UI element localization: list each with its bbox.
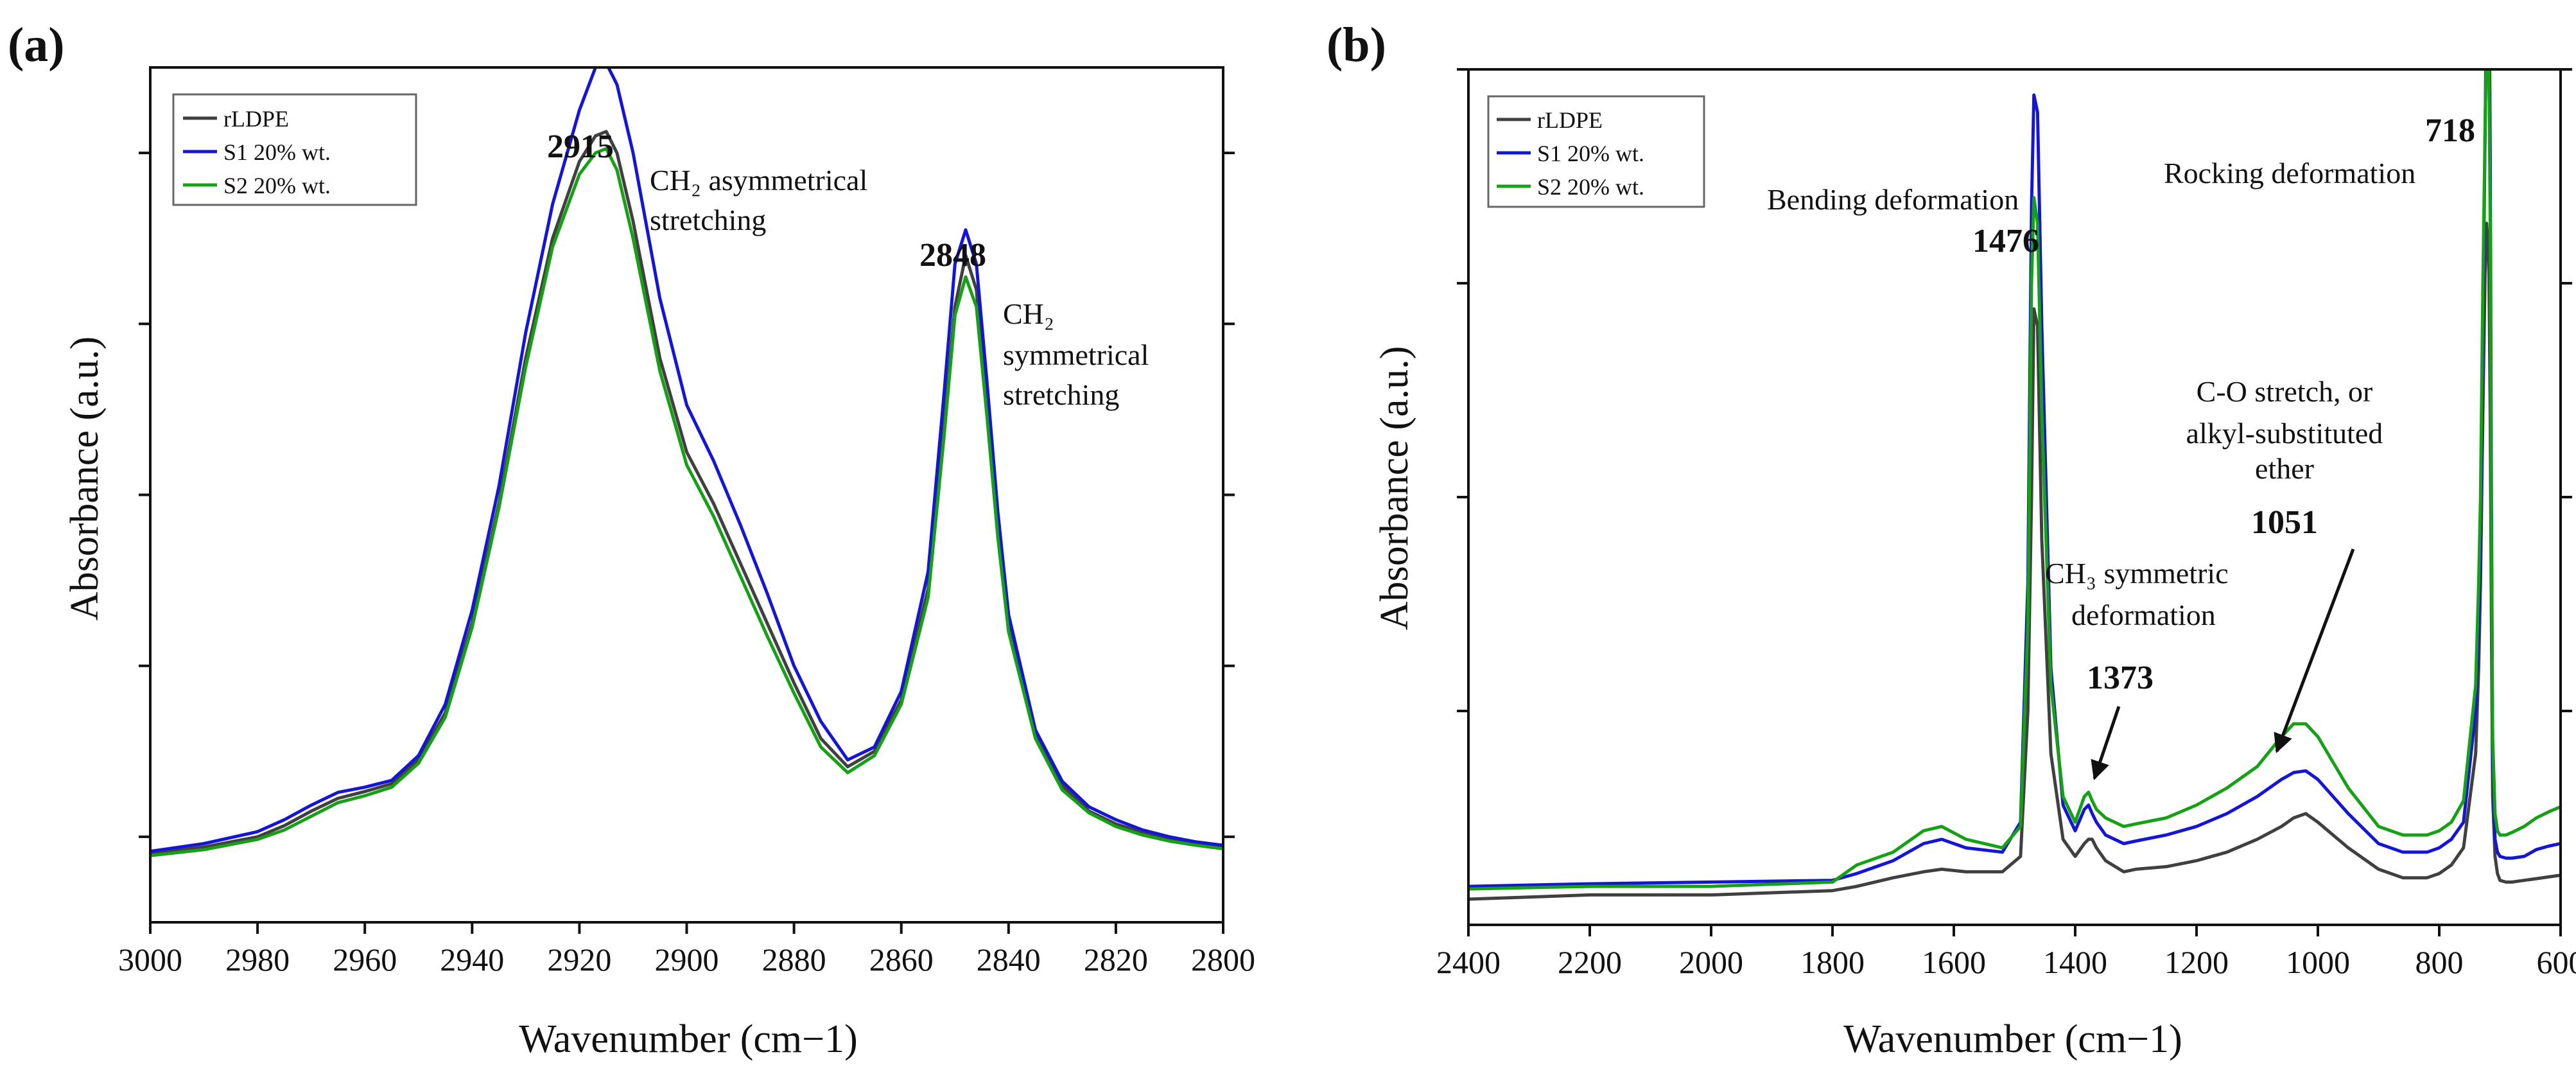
panel-a-series [150,67,1223,857]
panel-a-legend-label-s2: S2 20% wt. [223,173,331,198]
panel-b-annotation-ether: ether [2255,452,2314,485]
panel-b-arrow-1051 [2274,548,2355,753]
panel-b-ticks: 2400 2200 2000 1800 1600 1400 1200 1000 800 600 [1436,68,2576,980]
panel-b-x-tick-label: 1000 [2286,944,2350,980]
panel-b-x-tick-label: 600 [2537,944,2576,980]
panel-a-annotation-stretching-1: stretching [650,204,766,236]
panel-a-x-tick-label: 2920 [547,942,611,978]
panel-a: (a) 3000 2980 2960 2940 2920 2900 2880 2860 2840… [8,18,1255,1061]
panel-b-x-tick-label: 2200 [1558,944,1622,980]
panel-a-x-tick-label: 2860 [869,942,934,978]
panel-b-series-line-rldpe [1468,222,2561,901]
panel-b-arrow-1373 [2091,706,2121,780]
panel-a-x-tick-label: 2900 [655,942,719,978]
panel-a-annotation-2848: 2848 [919,237,986,274]
panel-a-annotation-stretching-2: stretching [1003,378,1119,411]
panel-b-annotation-alkyl: alkyl-substituted [2186,417,2383,450]
panel-a-legend-label-s1: S1 20% wt. [223,139,331,165]
panel-a-x-tick-label: 3000 [118,942,182,978]
panel-b-x-tick-label: 1400 [2043,944,2107,980]
panel-a-series-line-s2-20-wt- [150,146,1223,857]
panel-b-annotation-bending: Bending deformation [1767,183,2019,216]
panel-b-x-tick-label: 800 [2415,944,2464,980]
panel-a-label: (a) [8,18,65,72]
panel-a-x-tick-label: 2980 [225,942,290,978]
panel-b-label: (b) [1327,18,1386,72]
panel-b-annotation-deformation: deformation [2071,599,2216,631]
panel-a-x-tick-label: 2840 [977,942,1041,978]
panel-b-annotation-718: 718 [2425,112,2475,149]
panel-b-legend-label-s1: S1 20% wt. [1537,141,1644,166]
panel-a-legend-label-rlpde: rLDPE [223,106,289,132]
panel-b-annotation-ch3-symmetric: CH₃ symmetric [2045,557,2229,590]
panel-a-x-tick-label: 2820 [1084,942,1148,978]
panel-a-y-axis-label: Absorbance (a.u.) [63,337,107,620]
panel-b-annotation-co-stretch: C-O stretch, or [2197,375,2373,408]
panel-b-annotation-1476: 1476 [1972,223,2039,259]
panel-b-annotation-1051: 1051 [2251,504,2318,541]
panel-b-y-axis-label: Absorbance (a.u.) [1373,346,1416,630]
panel-a-annotation-symmetrical: symmetrical [1003,338,1149,371]
panel-a-x-tick-label: 2800 [1191,942,1255,978]
panel-a-annotation-2915: 2915 [547,128,614,165]
panel-a-x-axis-label: Wavenumber (cm−1) [519,1017,857,1061]
panel-b-legend-label-rlpde: rLDPE [1537,107,1603,133]
panel-b-x-tick-label: 1200 [2164,944,2229,980]
panel-b-x-tick-label: 1600 [1922,944,1986,980]
panel-b-x-axis-label: Wavenumber (cm−1) [1843,1017,2182,1061]
panel-a-annotation-ch2-sym: CH₂ [1003,297,1054,330]
panel-a-x-tick-label: 2880 [762,942,826,978]
panel-a-x-tick-label: 2940 [440,942,504,978]
panel-b-legend: rLDPE S1 20% wt. S2 20% wt. [1487,95,1705,208]
panel-a-series-line-s1-20-wt- [150,67,1223,853]
panel-b-x-tick-label: 1800 [1800,944,1865,980]
panel-b: (b) 2400 2200 2000 1800 1600 1400 1200 1000 800 6… [1327,18,2576,1061]
panel-a-ticks: 3000 2980 2960 2940 2920 2900 2880 2860 2840 2820… [118,152,1255,978]
panel-b-x-tick-label: 2000 [1679,944,1743,980]
panel-b-annotation-1373: 1373 [2087,660,2154,696]
panel-a-x-tick-label: 2960 [333,942,397,978]
panel-a-series-line-rldpe [150,130,1223,855]
panel-b-legend-label-s2: S2 20% wt. [1537,174,1644,200]
panel-b-annotation-rocking: Rocking deformation [2164,157,2415,189]
panel-b-x-tick-label: 2400 [1436,944,1501,980]
panel-a-legend: rLDPE S1 20% wt. S2 20% wt. [172,93,417,206]
panel-a-annotation-ch2-asym: CH₂ asymmetrical [650,164,867,197]
